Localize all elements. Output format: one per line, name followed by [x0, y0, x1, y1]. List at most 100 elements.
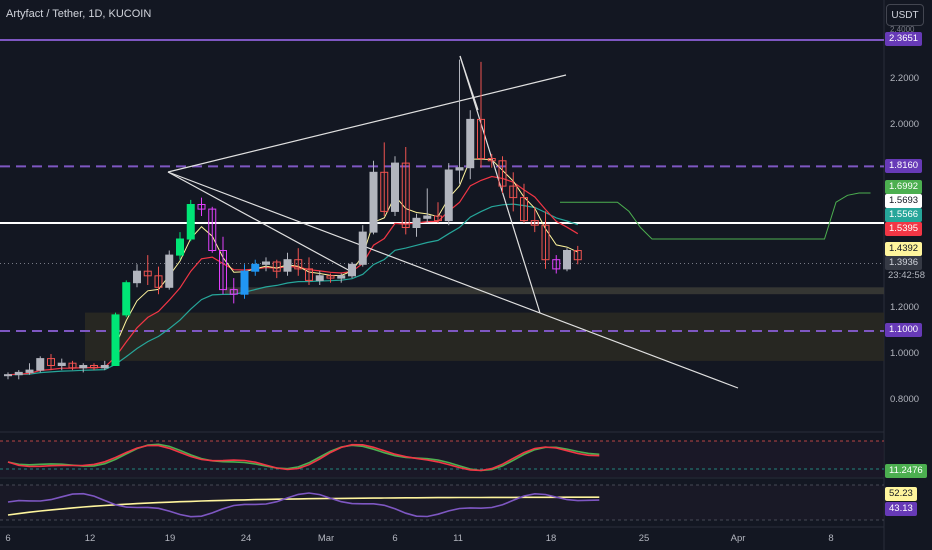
candle-body: [272, 261, 281, 272]
level-tag-top: 2.3651: [885, 32, 923, 46]
price-tick: 1.0000: [890, 348, 920, 359]
time-tick: Apr: [730, 533, 746, 544]
candle-body: [143, 270, 152, 277]
candle-body: [305, 268, 313, 281]
rsi-tag-a: 52.23: [885, 487, 917, 501]
time-tick: 6: [5, 533, 11, 544]
level-tag-1100: 1.1000: [885, 323, 923, 337]
candle-body: [315, 275, 324, 281]
candle-body: [154, 275, 163, 288]
candle-body: [412, 217, 421, 229]
candle-body: [326, 275, 335, 279]
support-zone: [225, 287, 884, 295]
time-tick: 11: [453, 533, 463, 544]
trendline-upper: [167, 74, 567, 173]
candle-body: [251, 263, 260, 272]
candle-body: [208, 208, 217, 252]
candle-body: [552, 259, 561, 270]
candle-body: [520, 197, 528, 222]
candle-body: [466, 118, 475, 169]
candle-body: [455, 167, 464, 171]
candle-body: [36, 358, 45, 371]
symbol-title: Artyfact / Tether, 1D, KUCOIN: [6, 8, 152, 20]
value-tag-yellow: 1.4392: [885, 242, 923, 256]
candle-body: [498, 160, 507, 187]
candle-body: [57, 362, 66, 367]
candle-body: [294, 259, 303, 270]
candle-body: [68, 362, 77, 369]
candle-body: [240, 270, 249, 295]
candle-countdown: 23:42:58: [888, 270, 925, 281]
candle-body: [219, 250, 227, 291]
candle-body: [229, 289, 238, 295]
price-tick: 1.2000: [890, 302, 920, 313]
oscillator-k-line: [7, 443, 600, 472]
candle-body: [283, 259, 292, 272]
candle-body: [111, 314, 120, 366]
demand-zone: [85, 312, 884, 361]
price-tick: 0.8000: [890, 394, 920, 405]
candle-body: [541, 224, 550, 261]
time-tick: 25: [638, 533, 650, 544]
time-tick: 19: [164, 533, 176, 544]
candle-body: [262, 261, 270, 265]
candle-body: [165, 254, 174, 288]
candle-body: [100, 365, 109, 369]
value-tag-teal: 1.5566: [885, 208, 923, 222]
candle-body: [14, 371, 23, 376]
level-tag-1816: 1.8160: [885, 159, 923, 173]
candle-body: [4, 374, 12, 377]
rsi-line: [7, 492, 600, 518]
candle-body: [337, 275, 346, 279]
candle-body: [348, 263, 356, 277]
trendline-lower-a: [167, 171, 353, 273]
rsi-signal-line: [7, 496, 600, 516]
time-tick: Mar: [317, 533, 335, 544]
candle-body: [47, 358, 55, 367]
candle-body: [509, 185, 518, 199]
candle-body: [176, 238, 184, 256]
time-tick: 18: [545, 533, 557, 544]
rsi-tag-b: 43.13: [885, 502, 917, 516]
oscillator-band: [0, 441, 884, 477]
oscillator-d-line: [7, 443, 600, 472]
candle-body: [79, 365, 88, 369]
candle-body: [401, 162, 410, 229]
candle-body: [563, 250, 571, 270]
time-tick: 6: [392, 533, 398, 544]
candle-body: [90, 365, 98, 369]
candle-body: [122, 282, 131, 316]
trendline-lower-b: [167, 171, 739, 389]
candle-body: [133, 270, 141, 284]
rsi-band: [0, 485, 884, 520]
candle-body: [25, 369, 34, 373]
candle-body: [434, 215, 442, 222]
lagging-line: [560, 192, 871, 240]
time-tick: 12: [84, 533, 96, 544]
candle-body: [391, 162, 399, 212]
value-tag-red: 1.5395: [885, 222, 923, 236]
price-tick-partial: 2.4000: [890, 25, 915, 34]
candle-body: [358, 231, 367, 265]
candle-body: [423, 215, 432, 219]
candle-body: [530, 220, 539, 226]
value-tag-white: 1.5693: [885, 194, 923, 208]
currency-button[interactable]: USDT: [886, 4, 924, 26]
time-tick: 24: [240, 533, 252, 544]
ma-teal-line: [7, 203, 578, 376]
candle-body: [444, 169, 453, 222]
candle-body: [197, 204, 206, 210]
trendline-peak: [459, 55, 479, 111]
candle-body: [369, 171, 378, 233]
value-tag-green: 1.6992: [885, 180, 923, 194]
candle-body: [477, 118, 485, 159]
price-tick: 2.2000: [890, 73, 920, 84]
candle-body: [487, 158, 496, 162]
price-tick: 2.0000: [890, 119, 920, 130]
oscillator-tag: 11.2476: [885, 464, 927, 478]
candle-body: [573, 250, 582, 261]
candle-body: [186, 204, 195, 240]
time-tick: 8: [828, 533, 834, 544]
last-price-tag: 1.3936: [885, 256, 923, 270]
